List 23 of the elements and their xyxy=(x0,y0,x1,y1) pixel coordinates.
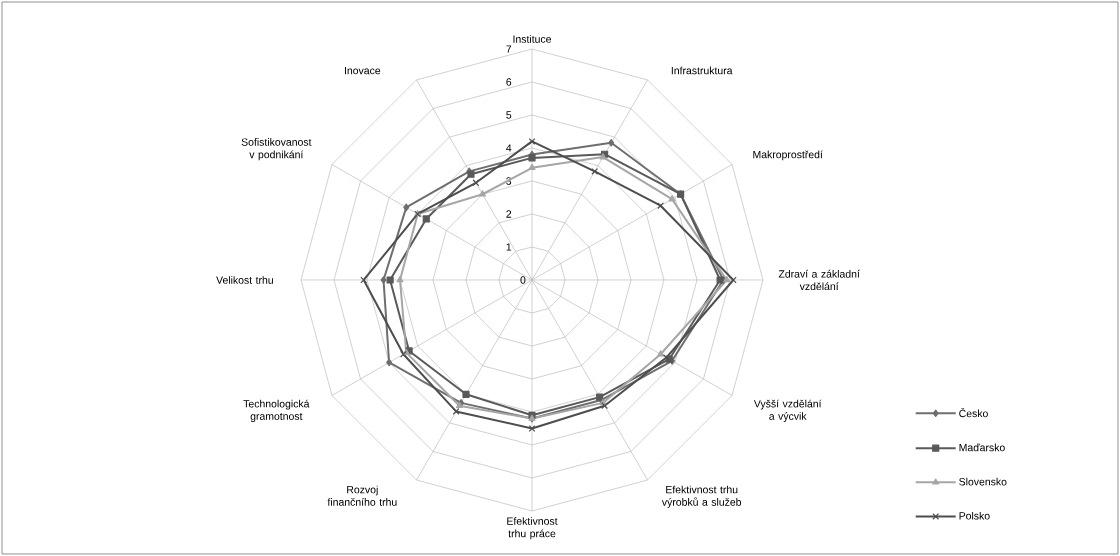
legend-label: Maďarsko xyxy=(959,443,1005,452)
spoke-label: Makroprostředí xyxy=(753,150,823,161)
spoke-label: Rozvoj finančního trhu xyxy=(327,485,397,506)
legend-label: Polsko xyxy=(959,511,990,520)
spoke-label: Inovace xyxy=(344,67,381,75)
y-tick-label: 7 xyxy=(506,45,512,53)
spoke-label: Vyšší vzdělání a výcvik xyxy=(753,399,822,422)
y-tick-label: 6 xyxy=(506,78,512,86)
spoke-label: Efektivnost trhu práce xyxy=(507,517,558,540)
spoke-label: Zdraví a základní vzdělání xyxy=(778,269,860,291)
y-tick-label: 0 xyxy=(520,276,526,284)
y-tick-label: 5 xyxy=(506,111,512,119)
spoke-label: Infrastruktura xyxy=(671,66,733,75)
y-tick-label: 1 xyxy=(506,243,512,251)
spoke-label: Velikost trhu xyxy=(216,276,273,284)
y-tick-label: 4 xyxy=(506,144,512,152)
spoke-label: Sofistikovanost v podnikání xyxy=(241,138,312,161)
spoke-label: Instituce xyxy=(513,35,552,43)
spoke-label: Technologická gramotnost xyxy=(243,399,310,422)
y-tick-label: 2 xyxy=(506,210,512,218)
legend-label: Česko xyxy=(959,407,988,418)
legend-label: Slovensko xyxy=(959,477,1007,486)
spoke-label: Efektivnost trhu výrobků a služeb xyxy=(661,485,742,508)
